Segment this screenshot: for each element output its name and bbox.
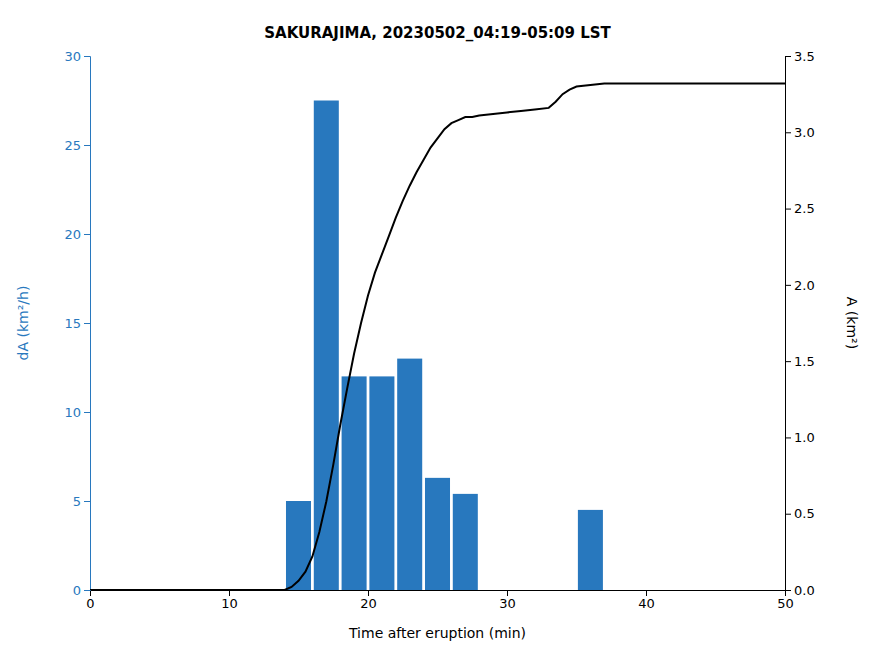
tick-label: 30 — [499, 596, 516, 611]
tick: 10 — [221, 590, 238, 611]
bar — [314, 101, 339, 591]
tick-label: 0 — [86, 596, 94, 611]
tick-label: 0.5 — [794, 506, 815, 521]
bar-series — [286, 101, 603, 591]
tick: 20 — [64, 227, 90, 242]
bar — [286, 501, 311, 590]
tick: 30 — [499, 590, 516, 611]
tick: 40 — [638, 590, 655, 611]
tick-label: 10 — [64, 405, 81, 420]
bar — [342, 376, 367, 590]
y-axis: 0 5 10 15 20 25 30 — [64, 49, 90, 598]
tick-label: 0 — [73, 583, 81, 598]
y2-axis-label: A (km²) — [844, 297, 860, 349]
axis-line — [786, 57, 792, 591]
tick: 0 — [86, 590, 94, 611]
tick-label: 2.0 — [794, 278, 815, 293]
tick-label: 1.0 — [794, 430, 815, 445]
tick-label: 5 — [73, 494, 81, 509]
tick-label: 10 — [221, 596, 238, 611]
tick-label: 20 — [360, 596, 377, 611]
tick: 20 — [360, 590, 377, 611]
tick: 50 — [777, 590, 794, 611]
bar — [578, 510, 603, 590]
x-axis-label: Time after eruption (min) — [348, 625, 526, 641]
tick-mark — [785, 132, 791, 133]
tick-mark — [785, 514, 791, 515]
tick-mark — [368, 590, 369, 596]
tick: 3.0 — [785, 125, 815, 140]
tick-mark — [785, 590, 791, 591]
tick-label: 25 — [64, 138, 81, 153]
tick: 2.5 — [785, 201, 815, 216]
axis-line — [91, 591, 786, 597]
tick: 0.0 — [785, 583, 815, 598]
tick-mark — [229, 590, 230, 596]
tick-mark — [84, 590, 90, 591]
bar — [425, 478, 450, 590]
tick-mark — [785, 285, 791, 286]
tick-label: 20 — [64, 227, 81, 242]
axis-line — [84, 57, 91, 591]
bar — [453, 494, 478, 590]
tick-label: 2.5 — [794, 201, 815, 216]
tick: 3.5 — [785, 49, 815, 64]
tick: 1.5 — [785, 354, 815, 369]
tick: 0.5 — [785, 506, 815, 521]
tick: 1.0 — [785, 430, 815, 445]
tick: 25 — [64, 138, 90, 153]
plot-area: 0 10 20 30 40 50 0 5 10 15 20 25 30 0.0 0.5 1.0 1.5 2.0 2.… — [64, 49, 814, 612]
tick-mark — [646, 590, 647, 596]
y2-axis: 0.0 0.5 1.0 1.5 2.0 2.5 3.0 3.5 — [785, 49, 815, 598]
title: SAKURAJIMA, 20230502_04:19-05:09 LST — [264, 24, 611, 42]
tick-label: 50 — [777, 596, 794, 611]
tick-mark — [785, 209, 791, 210]
tick: 2.0 — [785, 278, 815, 293]
tick-label: 3.5 — [794, 49, 815, 64]
tick-label: 0.0 — [794, 583, 815, 598]
y-axis-label: dA (km²/h) — [15, 286, 31, 361]
tick-label: 40 — [638, 596, 655, 611]
tick-mark — [785, 437, 791, 438]
marks — [90, 83, 785, 590]
x-axis: 0 10 20 30 40 50 — [86, 590, 793, 611]
tick-mark — [84, 501, 90, 502]
chart: 0 10 20 30 40 50 0 5 10 15 20 25 30 0.0 0.5 1.0 1.5 2.0 2.… — [0, 0, 875, 656]
tick-label: 15 — [64, 316, 81, 331]
tick-mark — [84, 323, 90, 324]
bar — [397, 359, 422, 590]
tick-label: 30 — [64, 49, 81, 64]
tick-mark — [785, 56, 791, 57]
tick-mark — [507, 590, 508, 596]
bar — [369, 376, 394, 590]
tick: 15 — [64, 316, 90, 331]
tick-mark — [84, 412, 90, 413]
tick-mark — [785, 361, 791, 362]
tick-mark — [84, 56, 90, 57]
line — [90, 83, 785, 590]
tick: 5 — [73, 494, 90, 509]
tick-mark — [84, 234, 90, 235]
tick-label: 1.5 — [794, 354, 815, 369]
tick: 0 — [73, 583, 90, 598]
tick-mark — [84, 145, 90, 146]
tick: 10 — [64, 405, 90, 420]
tick-label: 3.0 — [794, 125, 815, 140]
tick: 30 — [64, 49, 90, 64]
